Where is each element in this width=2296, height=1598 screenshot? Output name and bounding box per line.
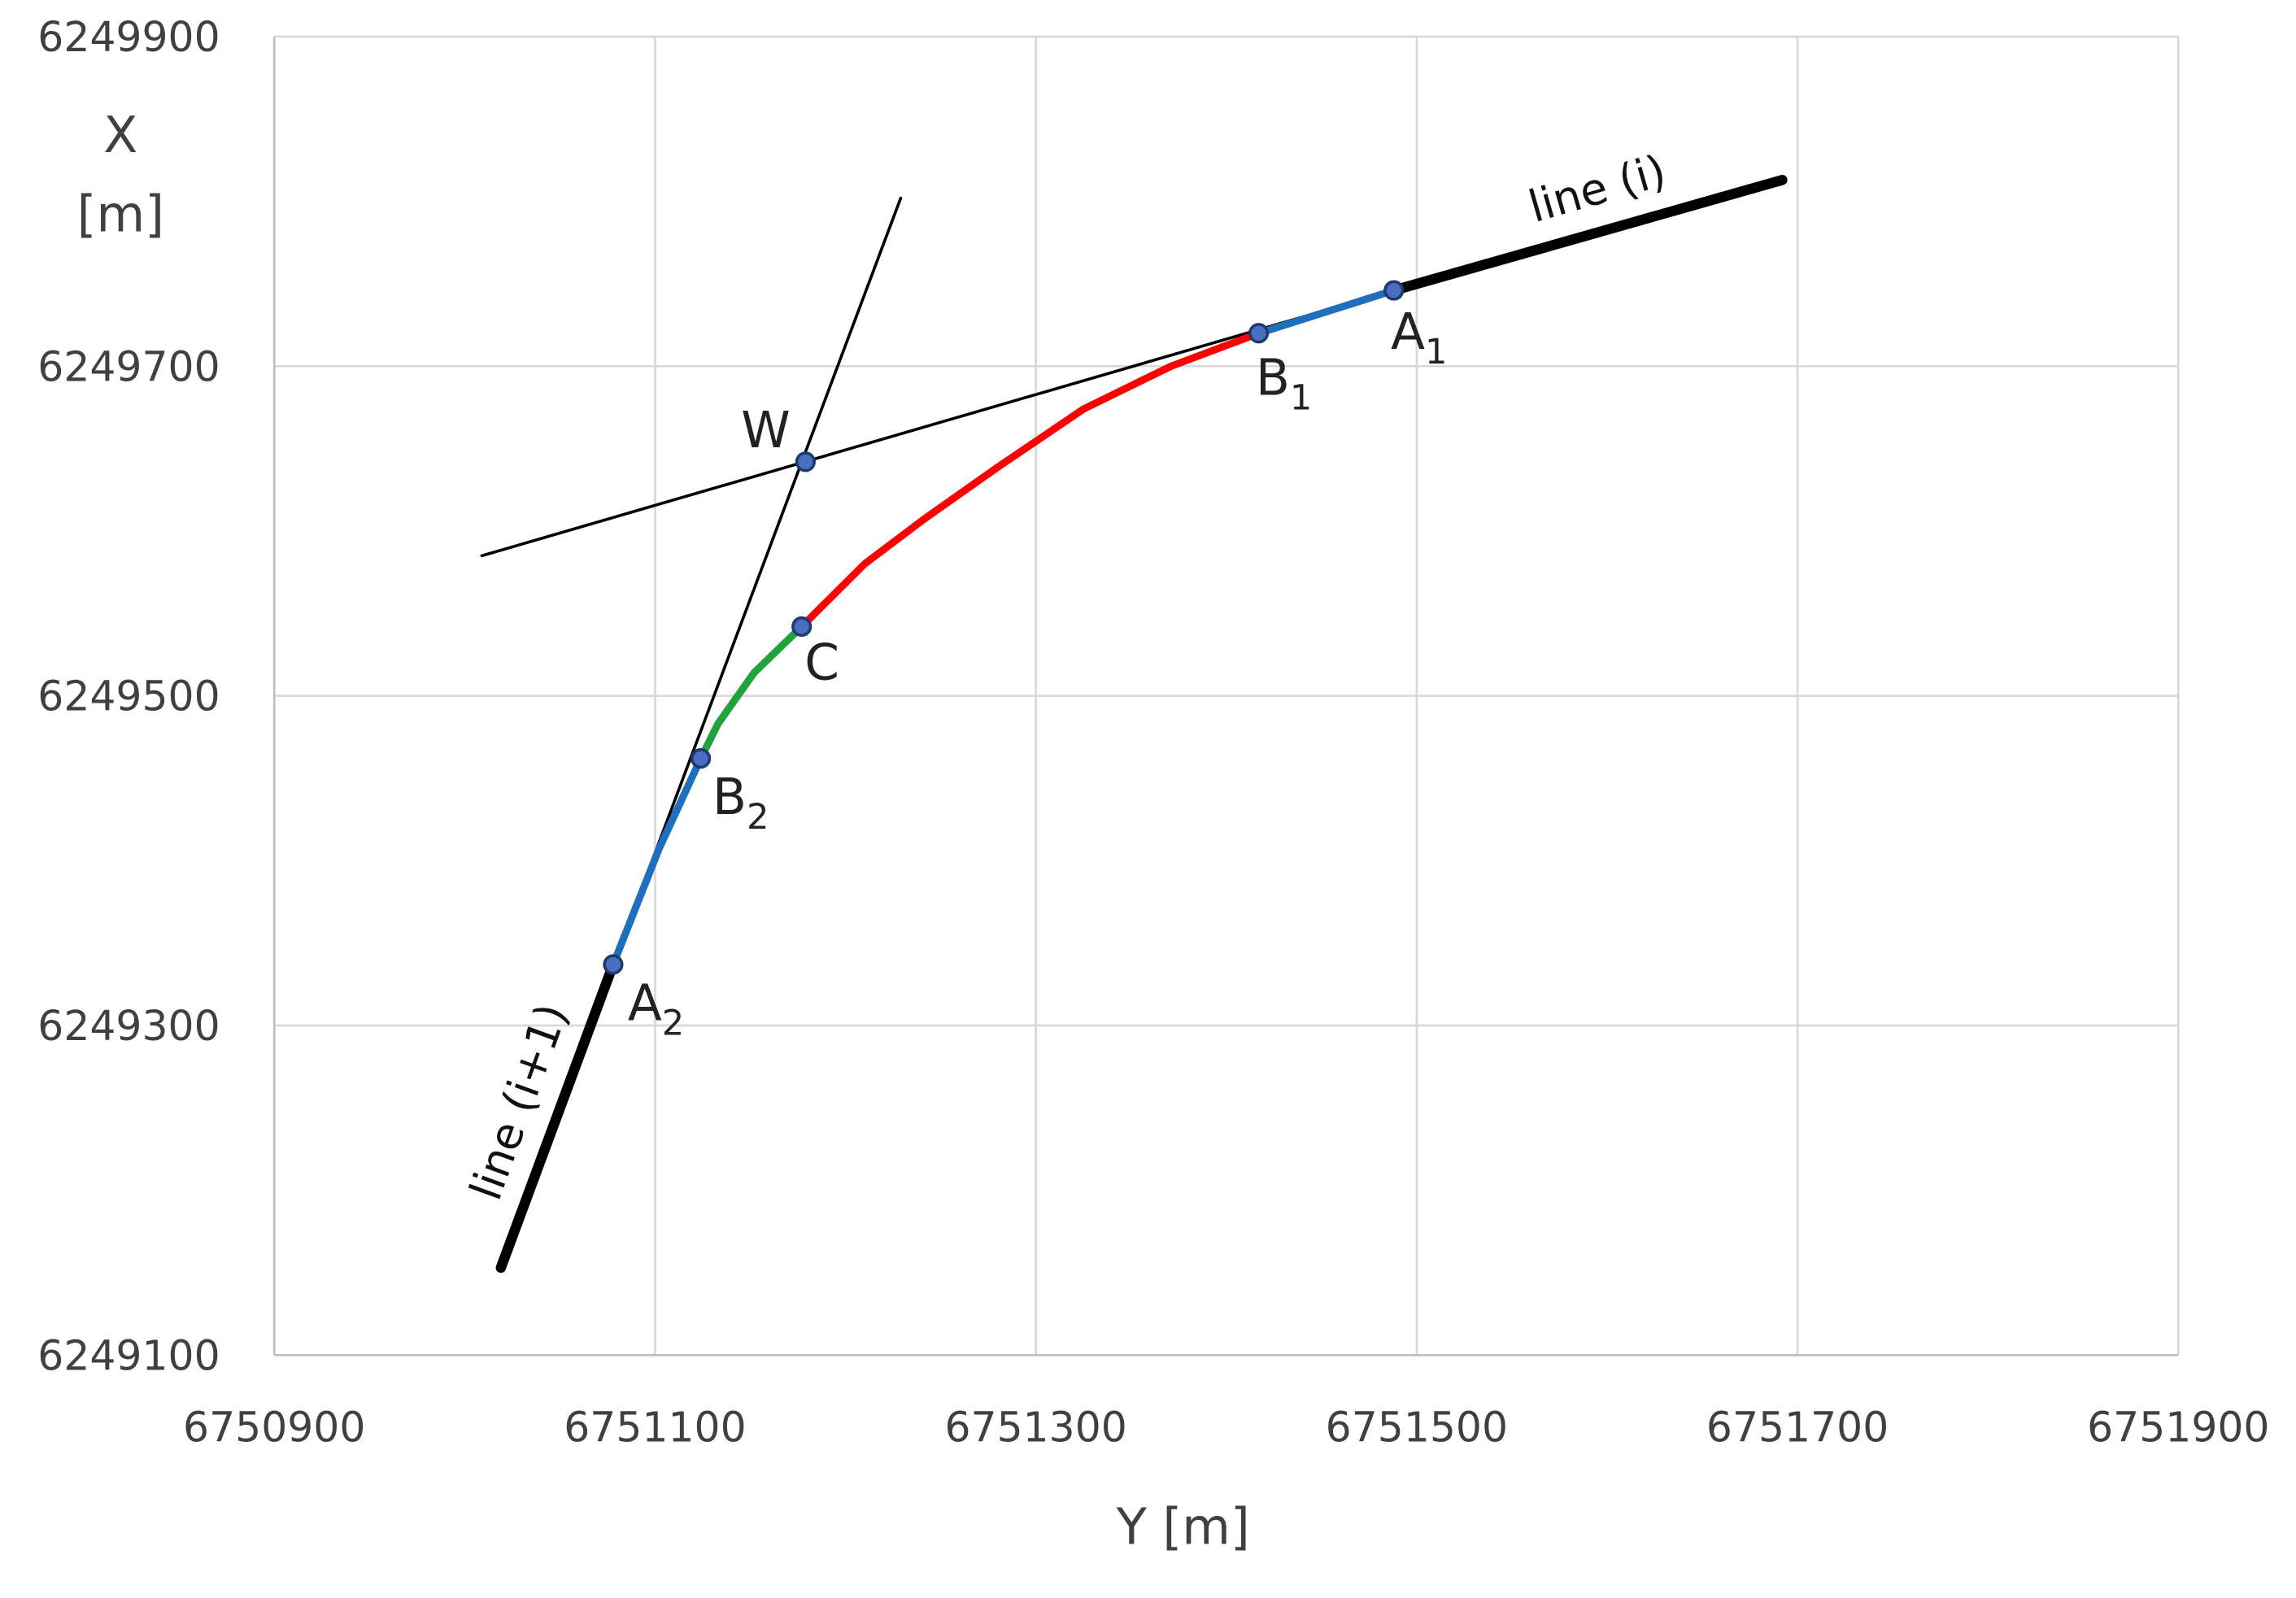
point-label-subscript: 2	[662, 1003, 684, 1043]
series-line	[495, 959, 619, 1274]
y-tick-label: 6249100	[37, 1331, 220, 1379]
series-line	[1255, 286, 1398, 337]
point-label-subscript: 2	[747, 797, 769, 838]
point-label: W	[741, 402, 791, 459]
x-tick-label: 6751300	[944, 1403, 1126, 1451]
point-label: A1	[1391, 303, 1447, 372]
point-marker	[603, 954, 624, 975]
point-label: A2	[628, 974, 684, 1043]
x-tick-label: 6751100	[564, 1403, 746, 1451]
y-tick-label: 6249500	[37, 673, 220, 721]
series-line	[1388, 175, 1788, 296]
y-tick-label: 6249300	[37, 1002, 220, 1050]
point-label: B2	[712, 769, 769, 838]
point-label: B1	[1256, 349, 1312, 418]
point-marker	[1383, 280, 1405, 301]
y-tick-label: 6249900	[37, 13, 220, 61]
point-label-text: B	[712, 769, 747, 826]
y-tick-label: 6249700	[37, 342, 220, 390]
point-label-text: B	[1256, 349, 1290, 407]
point-label: C	[804, 634, 839, 691]
point-label-subscript: 1	[1425, 332, 1447, 372]
point-label-subscript: 1	[1290, 377, 1312, 418]
series-line	[480, 289, 1396, 558]
point-label-text: C	[804, 634, 839, 691]
point-label-text: A	[628, 974, 662, 1032]
series-line	[609, 755, 705, 969]
y-axis-label: [m]	[77, 185, 164, 243]
x-tick-label: 6751500	[1326, 1403, 1508, 1451]
point-marker	[1248, 323, 1270, 344]
point-label-text: W	[741, 402, 791, 459]
point-marker	[795, 451, 816, 472]
point-label-text: A	[1391, 303, 1425, 361]
y-axis-label: X	[103, 107, 137, 164]
point-marker	[691, 748, 712, 769]
x-tick-label: 6750900	[183, 1403, 365, 1451]
series-line	[697, 623, 806, 763]
x-tick-label: 6751700	[1706, 1403, 1889, 1451]
series-line	[798, 329, 1263, 631]
point-marker	[791, 616, 813, 638]
x-axis-label: Y [m]	[1116, 1498, 1250, 1556]
x-tick-label: 6751900	[2087, 1403, 2269, 1451]
